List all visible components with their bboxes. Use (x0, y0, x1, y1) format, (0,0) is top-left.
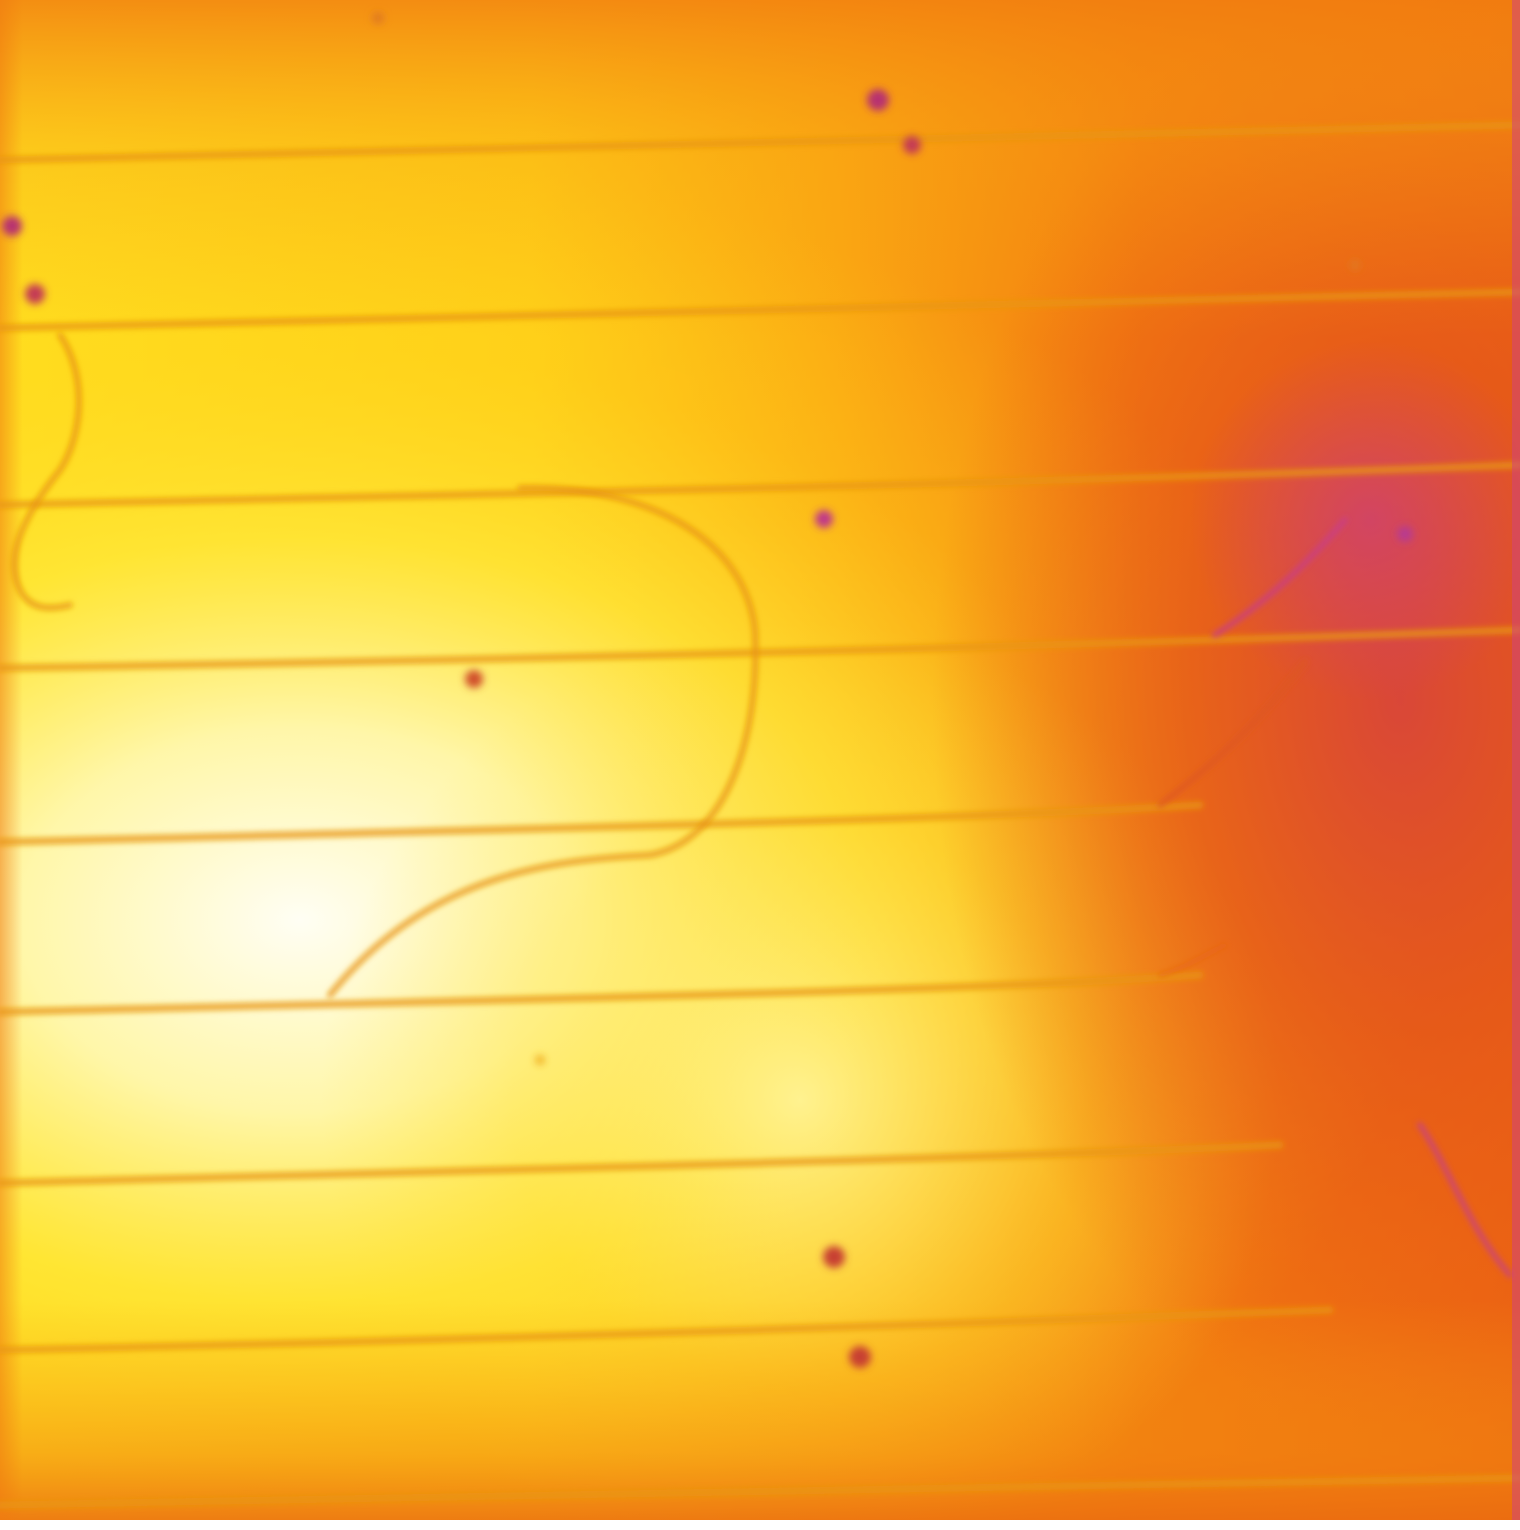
defect-spot (535, 1055, 545, 1065)
defect-spot (867, 89, 889, 111)
defect-spot (465, 670, 483, 688)
curved-streak-large (327, 484, 759, 998)
defect-spot (1350, 260, 1360, 270)
defect-spot (1397, 526, 1413, 542)
bottom-border-strip (0, 1520, 1520, 1530)
diagonal-streaks (1157, 517, 1513, 1278)
diagonal-streak (1212, 517, 1348, 638)
defect-spots (2, 12, 1413, 1368)
defect-spot (2, 216, 22, 236)
diagonal-streak (1417, 1122, 1513, 1278)
defect-spot (25, 284, 45, 304)
diagonal-streak (1157, 942, 1228, 978)
streak-line (0, 1474, 1520, 1509)
streak-line (0, 121, 1520, 164)
defect-spot (903, 136, 921, 154)
defect-spot (815, 510, 833, 528)
defect-spot (849, 1346, 871, 1368)
streak-line (0, 971, 1204, 1016)
streak-line (0, 801, 1204, 846)
streak-line (0, 288, 1520, 332)
curved-streaks (11, 332, 759, 998)
right-border-strip (1512, 0, 1520, 1530)
streak-line (0, 626, 1520, 672)
streak-line (0, 1141, 1284, 1187)
defect-spot (372, 12, 384, 24)
streak-line (0, 461, 1520, 509)
diagonal-streak (1157, 659, 1308, 808)
streak-line (0, 1306, 1334, 1354)
defect-spot (823, 1246, 845, 1268)
curved-streak-left (11, 332, 82, 611)
horizontal-streaks (0, 121, 1520, 1509)
